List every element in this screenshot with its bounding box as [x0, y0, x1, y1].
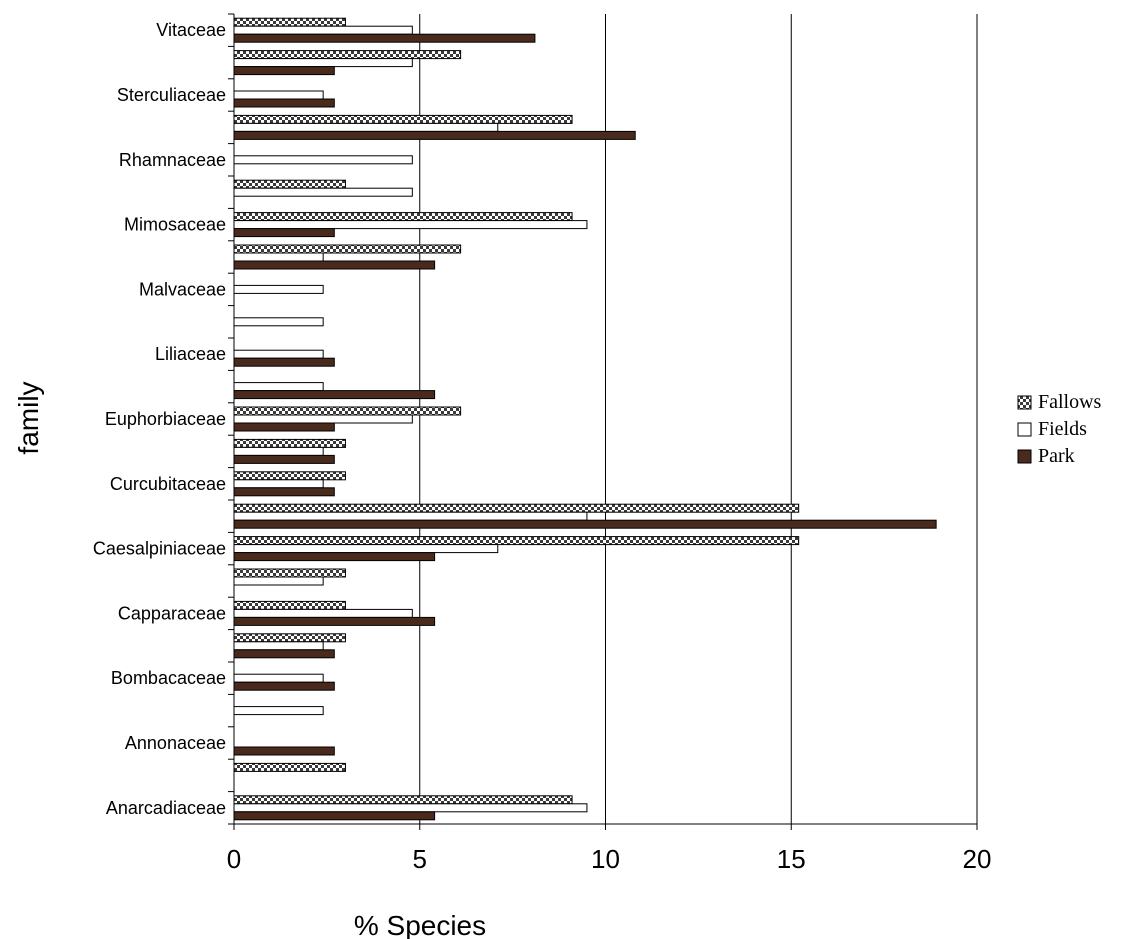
bar-fields-8 [233, 544, 499, 554]
bar-fields-15 [233, 317, 324, 327]
bar-park-22 [233, 98, 335, 108]
bar-fields-13 [233, 382, 324, 392]
bar-fields-5 [233, 641, 324, 651]
bar-park-0 [233, 811, 436, 821]
y-axis-title: family [13, 381, 44, 454]
bar-fallows-21 [233, 114, 573, 124]
category-labels: Anarcadiaceae Annonaceae Bombacaceae Cappar… [93, 20, 226, 818]
bar-park-13 [233, 390, 436, 400]
category-label-16: Malvaceae [139, 279, 226, 299]
bar-fallows-12 [233, 406, 462, 416]
x-tick-label-2: 10 [591, 844, 620, 874]
legend-label-park: Park [1038, 445, 1075, 467]
bar-fields-16 [233, 284, 324, 294]
bar-fields-7 [233, 576, 324, 586]
bar-fields-23 [233, 58, 413, 68]
bar-fields-10 [233, 479, 324, 489]
category-label-20: Rhamnaceae [119, 150, 226, 170]
bar-park-8 [233, 552, 436, 562]
bar-fields-9 [233, 511, 588, 521]
bars [233, 17, 937, 821]
grid-lines [419, 14, 978, 824]
bar-fields-21 [233, 122, 499, 132]
bar-fields-3 [233, 706, 324, 716]
bar-fallows-9 [233, 503, 800, 513]
bar-fields-20 [233, 155, 413, 165]
category-label-14: Liliaceae [155, 344, 226, 364]
category-label-12: Euphorbiaceae [105, 409, 226, 429]
bar-park-9 [233, 519, 937, 529]
legend-swatch-park [1017, 449, 1032, 464]
bar-fields-18 [233, 220, 588, 230]
bar-park-6 [233, 616, 436, 626]
bar-park-2 [233, 746, 335, 756]
bar-fields-17 [233, 252, 324, 262]
bar-fallows-23 [233, 50, 462, 60]
category-label-2: Annonaceae [125, 733, 226, 753]
bar-park-10 [233, 487, 335, 497]
x-axis-title: % Species [354, 910, 486, 939]
axes [228, 13, 978, 830]
category-label-22: Sterculiaceae [117, 85, 226, 105]
x-tick-label-0: 0 [227, 844, 241, 874]
bar-fallows-24 [233, 17, 346, 27]
bar-fallows-1 [233, 762, 346, 772]
legend-swatch-fields [1017, 422, 1032, 437]
bar-park-12 [233, 422, 335, 432]
bar-fallows-0 [233, 795, 573, 805]
category-label-18: Mimosaceae [124, 215, 226, 235]
x-tick-label-3: 15 [777, 844, 806, 874]
category-label-8: Caesalpiniaceae [93, 539, 226, 559]
bar-fields-22 [233, 90, 324, 100]
bar-fallows-18 [233, 212, 573, 222]
bar-park-4 [233, 681, 335, 691]
bar-fallows-8 [233, 536, 800, 546]
legend-swatch-fallows [1017, 395, 1032, 410]
bar-fallows-19 [233, 179, 346, 189]
category-label-4: Bombacaceae [111, 668, 226, 688]
bar-park-24 [233, 33, 536, 43]
bar-fields-6 [233, 608, 413, 618]
legend-label-fields: Fields [1038, 418, 1087, 440]
x-tick-label-4: 20 [963, 844, 992, 874]
bar-fallows-11 [233, 438, 346, 448]
bar-fields-11 [233, 446, 324, 456]
bar-fields-19 [233, 187, 413, 197]
legend: Fallows Fields Park [1017, 391, 1102, 467]
bar-fallows-5 [233, 633, 346, 643]
bar-fields-4 [233, 673, 324, 683]
category-label-0: Anarcadiaceae [106, 798, 226, 818]
bar-park-23 [233, 66, 335, 76]
bar-park-5 [233, 649, 335, 659]
x-tick-labels: 0 5 10 15 20 [227, 844, 992, 874]
bar-fields-0 [233, 803, 588, 813]
bar-park-14 [233, 357, 335, 367]
category-label-10: Curcubitaceae [110, 474, 226, 494]
bar-park-21 [233, 130, 636, 140]
bar-fields-24 [233, 25, 413, 35]
bar-fallows-17 [233, 244, 462, 254]
bar-park-11 [233, 454, 335, 464]
x-tick-label-1: 5 [413, 844, 427, 874]
bar-park-17 [233, 260, 436, 270]
bar-fallows-7 [233, 568, 346, 578]
bar-fields-12 [233, 414, 413, 424]
bar-fallows-10 [233, 471, 346, 481]
bar-fields-14 [233, 349, 324, 359]
bar-park-18 [233, 228, 335, 238]
legend-label-fallows: Fallows [1038, 391, 1102, 413]
category-label-6: Capparaceae [118, 603, 226, 623]
bar-fallows-6 [233, 600, 346, 610]
category-label-24: Vitaceae [156, 20, 226, 40]
